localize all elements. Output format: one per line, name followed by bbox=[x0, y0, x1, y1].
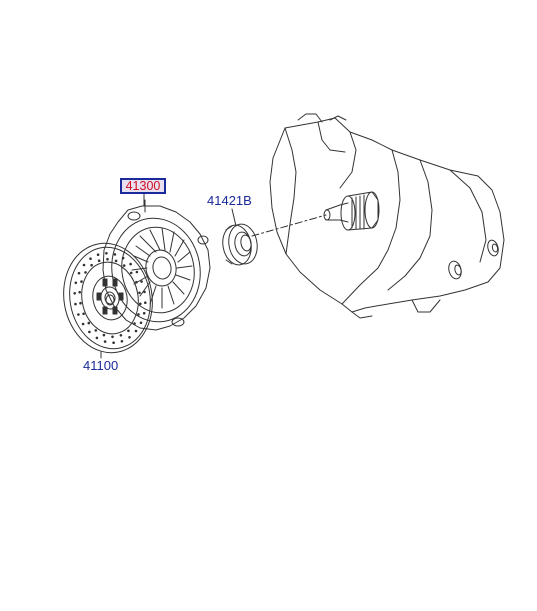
rivet-dot bbox=[89, 257, 92, 261]
rivet-dot bbox=[77, 271, 81, 275]
rivet-dot bbox=[105, 252, 108, 255]
rivet-dot bbox=[77, 313, 80, 316]
rivet-dot bbox=[134, 329, 138, 333]
release-bearing-drawing bbox=[222, 223, 258, 266]
rivet-dot bbox=[78, 290, 81, 294]
rivet-dot bbox=[135, 280, 138, 284]
rivet-dot bbox=[127, 329, 130, 333]
input-shaft bbox=[323, 191, 380, 231]
rivet-dot bbox=[113, 253, 117, 256]
rivet-dot bbox=[82, 312, 85, 316]
rivet-dot bbox=[79, 301, 82, 305]
part-number-41300-callout[interactable]: 41300 bbox=[120, 178, 166, 194]
rivet-dot bbox=[133, 322, 136, 325]
rivet-dot bbox=[74, 281, 78, 285]
rivet-dot bbox=[111, 335, 114, 339]
leader-41421b bbox=[231, 208, 237, 227]
rivet-dot bbox=[90, 263, 93, 267]
rivet-dot bbox=[84, 271, 87, 274]
rivet-dot bbox=[121, 256, 125, 260]
rivet-dot bbox=[120, 340, 124, 343]
rivet-dot bbox=[129, 262, 132, 266]
rivet-dot bbox=[137, 313, 140, 316]
rivet-dot bbox=[139, 321, 143, 325]
clutch-disc-drawing bbox=[63, 242, 153, 354]
rivet-dot bbox=[74, 302, 77, 306]
rivet-dot bbox=[138, 291, 141, 295]
rivet-dot bbox=[144, 301, 147, 305]
pressure-plate-drawing bbox=[102, 199, 211, 331]
rivet-dot bbox=[140, 280, 143, 283]
rivet-dot bbox=[103, 340, 107, 343]
rivet-dot bbox=[96, 253, 100, 256]
rivet-dot bbox=[128, 336, 131, 339]
transmission-housing bbox=[269, 113, 505, 319]
rivet-dot bbox=[139, 302, 142, 306]
rivet-dot bbox=[94, 329, 98, 332]
rivet-dot bbox=[73, 292, 76, 295]
rivet-dot bbox=[81, 322, 85, 326]
rivet-dot bbox=[142, 311, 146, 315]
rivet-dot bbox=[119, 334, 123, 337]
rivet-dot bbox=[129, 271, 133, 275]
centre-axis-line bbox=[251, 214, 327, 237]
rivet-dot bbox=[82, 263, 86, 267]
rivet-dot bbox=[87, 321, 91, 325]
clutch-disc-rivets bbox=[73, 252, 147, 345]
rivet-dot bbox=[88, 330, 91, 334]
rivet-dot bbox=[102, 333, 106, 337]
part-number-41421b-callout[interactable]: 41421B bbox=[207, 193, 252, 208]
rivet-dot bbox=[80, 280, 83, 283]
rivet-dot bbox=[97, 259, 101, 263]
part-number-41100-callout[interactable]: 41100 bbox=[83, 358, 119, 373]
rivet-dot bbox=[143, 290, 146, 294]
rivet-dot bbox=[135, 270, 139, 274]
rivet-dot bbox=[114, 259, 118, 263]
rivet-dot bbox=[112, 341, 115, 345]
rivet-dot bbox=[106, 257, 109, 261]
rivet-dot bbox=[122, 264, 126, 267]
rivet-dot bbox=[95, 336, 99, 340]
